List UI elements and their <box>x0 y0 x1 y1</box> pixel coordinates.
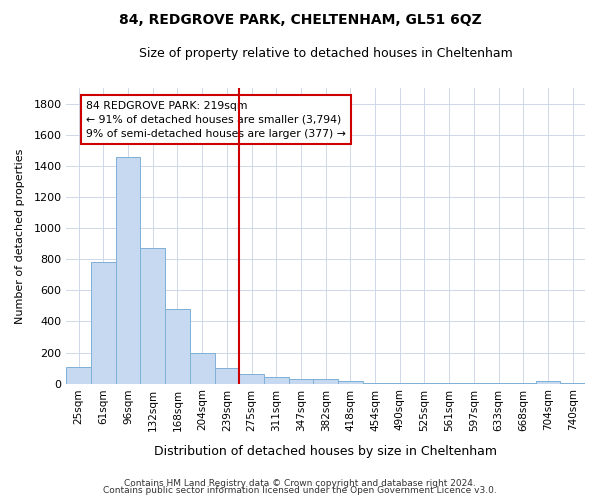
Bar <box>412 383 437 384</box>
Bar <box>190 352 215 384</box>
Text: 84, REDGROVE PARK, CHELTENHAM, GL51 6QZ: 84, REDGROVE PARK, CHELTENHAM, GL51 6QZ <box>119 12 481 26</box>
Bar <box>461 383 486 384</box>
Bar <box>264 377 289 384</box>
Bar <box>486 383 511 384</box>
Bar <box>116 156 140 384</box>
Bar <box>91 262 116 384</box>
Bar <box>363 383 388 384</box>
Text: Contains public sector information licensed under the Open Government Licence v3: Contains public sector information licen… <box>103 486 497 495</box>
Title: Size of property relative to detached houses in Cheltenham: Size of property relative to detached ho… <box>139 48 512 60</box>
Bar <box>338 380 363 384</box>
Bar <box>289 379 313 384</box>
Text: 84 REDGROVE PARK: 219sqm
← 91% of detached houses are smaller (3,794)
9% of semi: 84 REDGROVE PARK: 219sqm ← 91% of detach… <box>86 100 346 138</box>
Bar <box>67 366 91 384</box>
Text: Contains HM Land Registry data © Crown copyright and database right 2024.: Contains HM Land Registry data © Crown c… <box>124 478 476 488</box>
Bar <box>536 382 560 384</box>
Bar <box>140 248 165 384</box>
Bar <box>313 380 338 384</box>
Bar <box>560 383 585 384</box>
Bar <box>437 383 461 384</box>
Bar <box>165 309 190 384</box>
Bar <box>388 383 412 384</box>
Y-axis label: Number of detached properties: Number of detached properties <box>15 148 25 324</box>
Bar <box>511 383 536 384</box>
Bar <box>215 368 239 384</box>
Bar <box>239 374 264 384</box>
X-axis label: Distribution of detached houses by size in Cheltenham: Distribution of detached houses by size … <box>154 444 497 458</box>
